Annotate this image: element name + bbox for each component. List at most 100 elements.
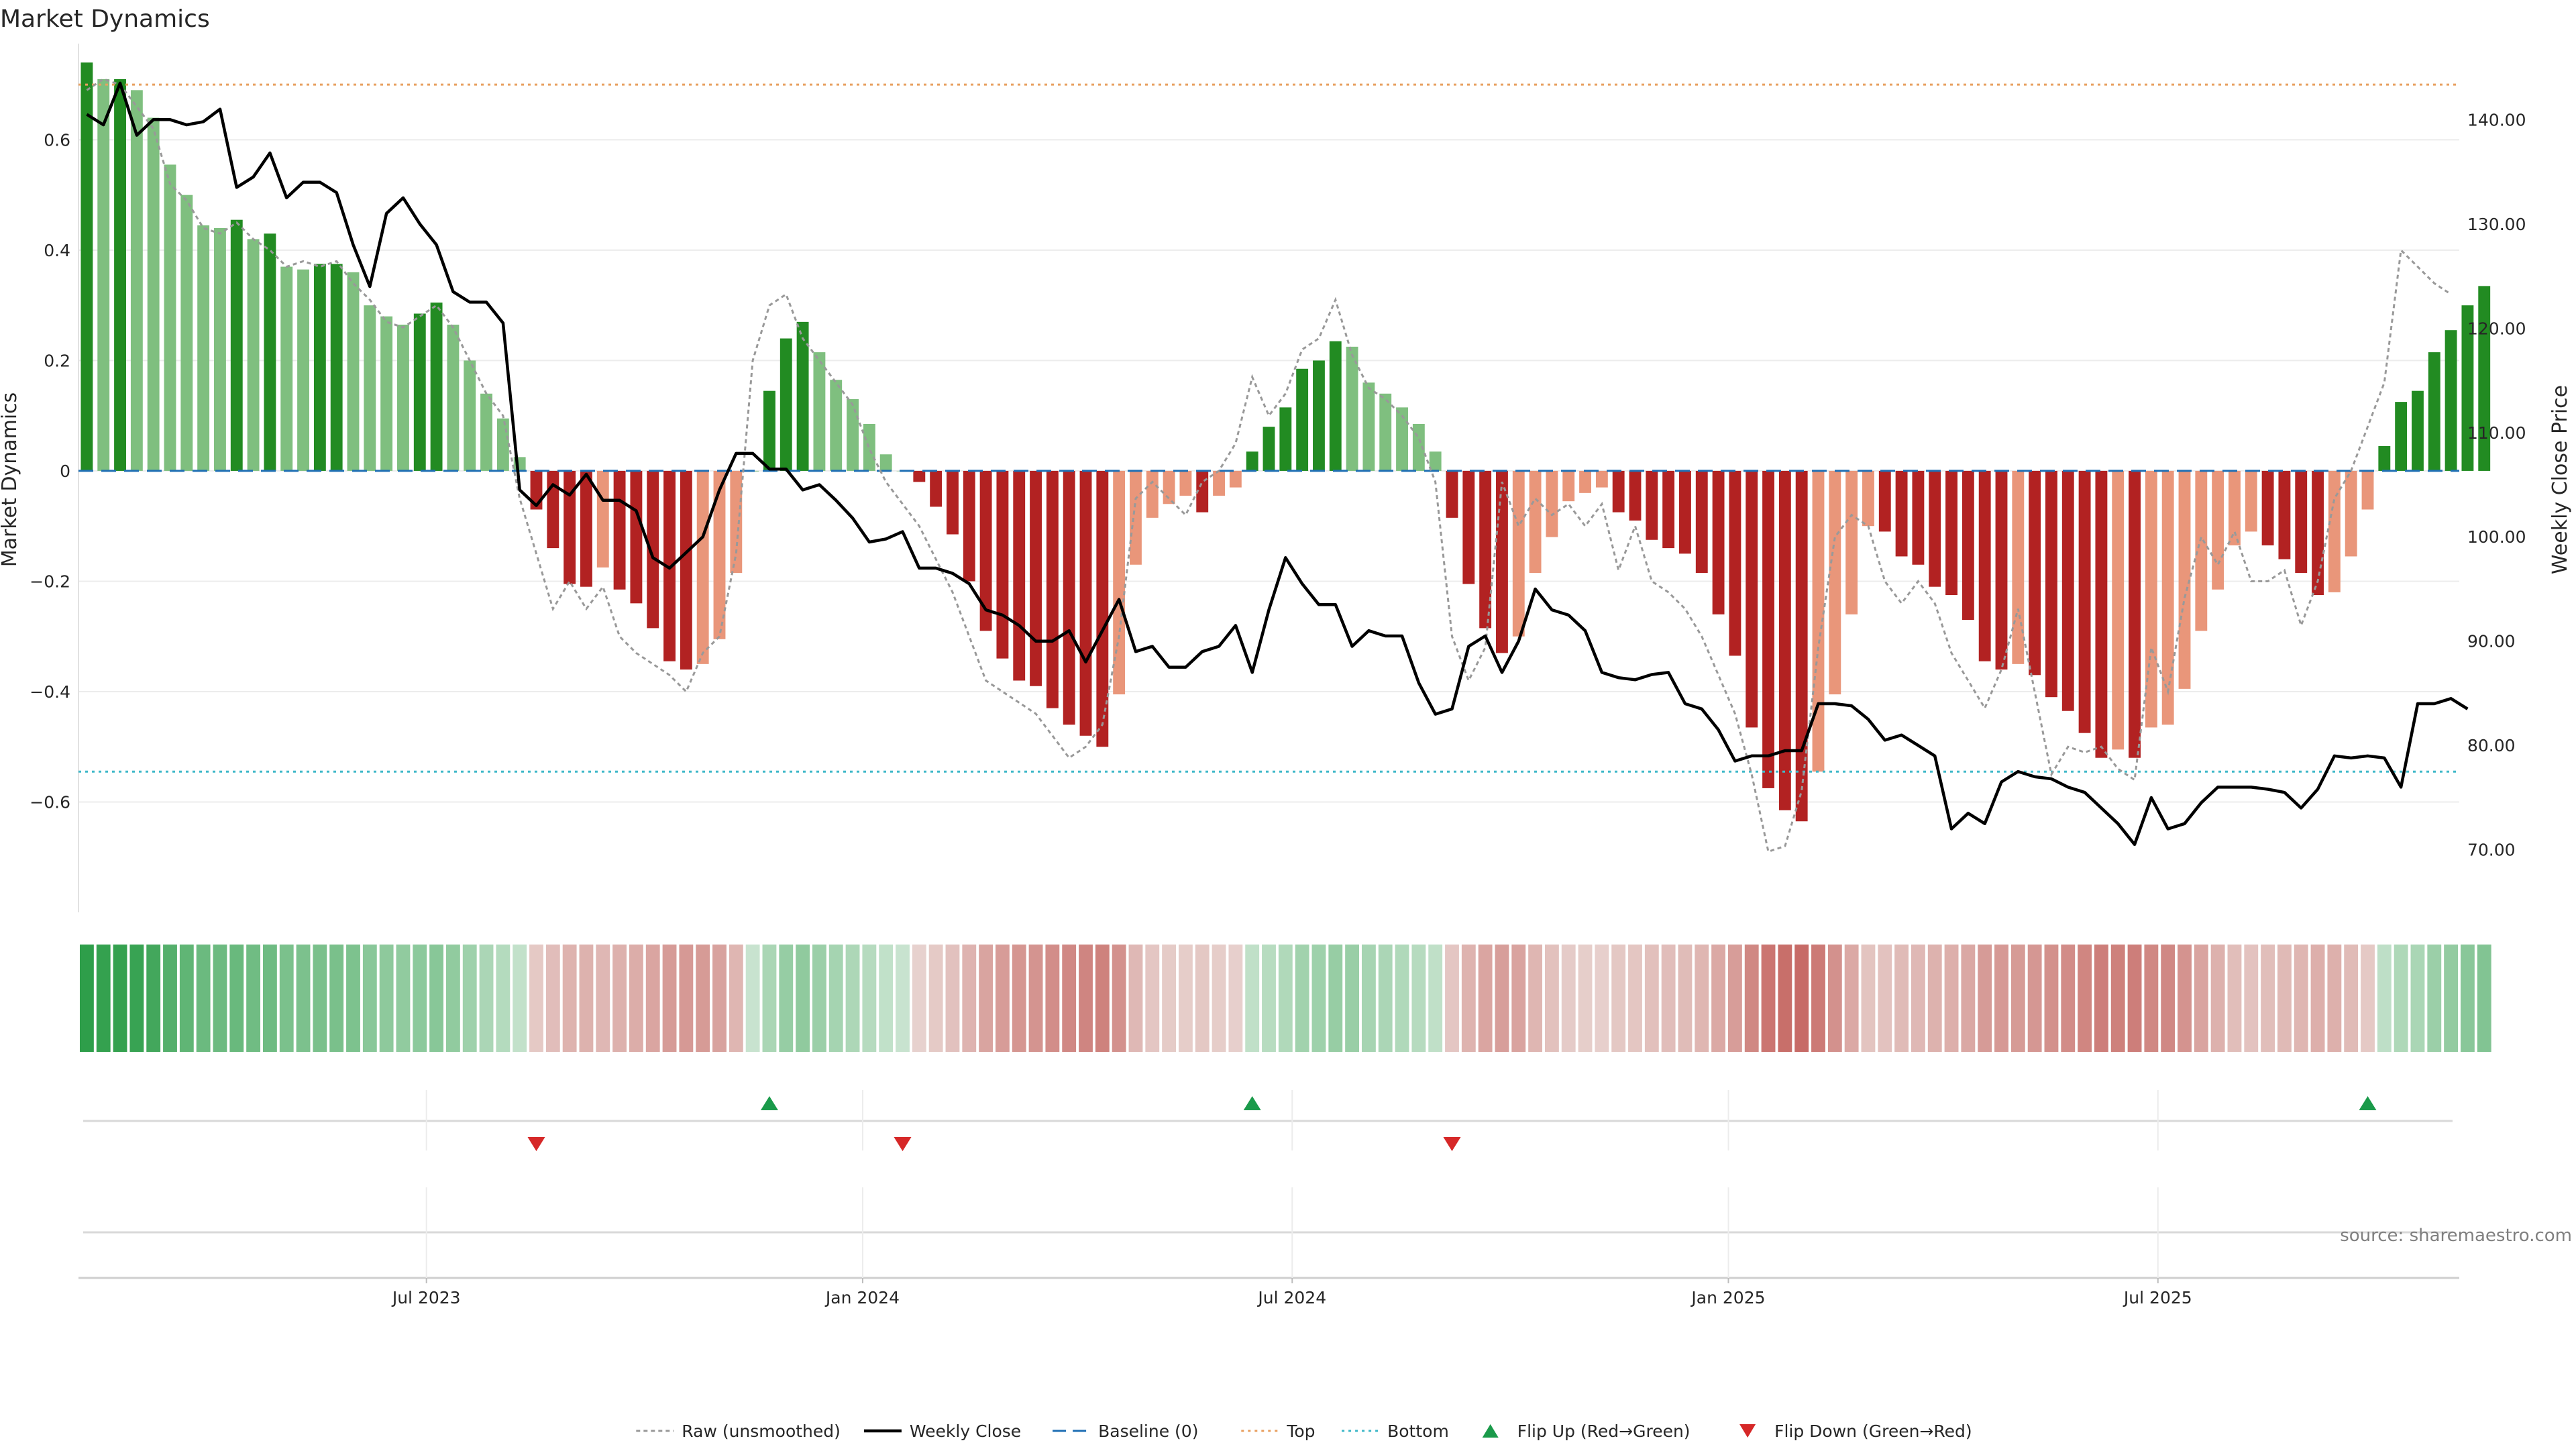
- dynamics-bar: [2378, 445, 2391, 471]
- legend-label: Top: [1286, 1421, 1315, 1441]
- dynamics-bar: [230, 219, 243, 471]
- heat-cell: [163, 945, 177, 1052]
- dynamics-bar: [1246, 451, 1258, 471]
- dynamics-bar: [2245, 470, 2257, 532]
- dynamics-bar: [264, 233, 276, 471]
- dynamics-bar: [130, 90, 143, 471]
- heat-cell: [2061, 945, 2076, 1052]
- heat-cell: [1478, 945, 1493, 1052]
- dynamics-bar: [1546, 470, 1558, 537]
- dynamics-bar: [2428, 352, 2440, 471]
- dynamics-bar: [1046, 470, 1059, 708]
- dynamics-bar: [596, 470, 609, 568]
- dynamics-bar: [913, 470, 926, 482]
- dynamics-bar: [297, 269, 309, 471]
- heat-cell: [1495, 945, 1509, 1052]
- dynamics-bar: [430, 303, 443, 471]
- y-tick-label: −0.4: [30, 682, 70, 702]
- dynamics-bar: [180, 195, 193, 471]
- heat-cell: [1611, 945, 1626, 1052]
- legend-item: Raw (unsmoothed): [636, 1421, 841, 1441]
- dynamics-bar: [1130, 470, 1142, 565]
- dynamics-bar: [2161, 470, 2174, 725]
- y2-tick-label: 110.00: [2467, 423, 2526, 443]
- heat-cell: [579, 945, 594, 1052]
- legend-label: Flip Up (Red→Green): [1517, 1421, 1690, 1441]
- dynamics-bar: [1929, 470, 1941, 587]
- heat-cell: [645, 945, 660, 1052]
- heat-cell: [545, 945, 560, 1052]
- dynamics-bar: [1962, 470, 1974, 621]
- chart-title: Market Dynamics: [0, 5, 210, 33]
- heat-cell: [329, 945, 344, 1052]
- heat-cell: [413, 945, 427, 1052]
- dynamics-bar: [730, 470, 743, 574]
- heat-cell: [445, 945, 460, 1052]
- dynamics-bar: [380, 316, 393, 471]
- heat-cell: [479, 945, 494, 1052]
- dynamics-bar: [1229, 470, 1242, 488]
- dynamics-bar: [1746, 470, 1758, 728]
- heat-cell: [1062, 945, 1077, 1052]
- y2-tick-label: 120.00: [2467, 319, 2526, 338]
- y2-axis-label: Weekly Close Price: [2548, 385, 2572, 574]
- heat-cell: [1661, 945, 1676, 1052]
- heat-cell: [2377, 945, 2392, 1052]
- dynamics-bar: [1562, 470, 1575, 502]
- heat-cell: [113, 945, 127, 1052]
- heat-cell: [1744, 945, 1759, 1052]
- heat-cell: [1561, 945, 1576, 1052]
- dynamics-bar: [1063, 470, 1075, 725]
- dynamics-bar: [1263, 427, 1275, 471]
- heat-cell: [1378, 945, 1393, 1052]
- heat-cell: [629, 945, 643, 1052]
- heat-cell: [262, 945, 277, 1052]
- dynamics-bar: [1379, 393, 1392, 471]
- heat-cell: [2460, 945, 2475, 1052]
- heat-cell: [2394, 945, 2408, 1052]
- y2-tick-label: 100.00: [2467, 527, 2526, 547]
- legend-label: Flip Down (Green→Red): [1774, 1421, 1972, 1441]
- heat-cell: [129, 945, 144, 1052]
- flip-down-marker: [1443, 1137, 1461, 1151]
- heat-cell: [362, 945, 377, 1052]
- dynamics-bar: [1729, 470, 1741, 656]
- dynamics-bar: [2078, 470, 2091, 733]
- dynamics-bar: [630, 470, 643, 604]
- heat-cell: [2144, 945, 2159, 1052]
- heat-cell: [379, 945, 394, 1052]
- heat-cell: [1361, 945, 1376, 1052]
- heat-cell: [1861, 945, 1876, 1052]
- heat-cell: [2444, 945, 2459, 1052]
- dynamics-bar: [1296, 368, 1309, 471]
- heat-cell: [1195, 945, 1210, 1052]
- heat-cell: [2227, 945, 2242, 1052]
- dynamics-bar: [713, 470, 726, 639]
- legend-swatch: [1739, 1424, 1756, 1438]
- heat-cell: [862, 945, 877, 1052]
- dynamics-bar: [813, 352, 826, 471]
- dynamics-bar: [1329, 341, 1342, 471]
- heat-cell: [1961, 945, 1976, 1052]
- y2-tick-label: 90.00: [2467, 632, 2516, 651]
- heat-cell: [612, 945, 627, 1052]
- heat-cell: [1395, 945, 1409, 1052]
- dynamics-bar: [1812, 470, 1825, 772]
- heat-cell: [396, 945, 411, 1052]
- heat-cell: [1228, 945, 1243, 1052]
- heat-cell: [912, 945, 926, 1052]
- heat-cell: [1695, 945, 1709, 1052]
- heat-cell: [1245, 945, 1260, 1052]
- heat-cell: [1511, 945, 1526, 1052]
- dynamics-bar: [313, 264, 326, 471]
- heat-cell: [1894, 945, 1909, 1052]
- dynamics-bar: [480, 393, 492, 471]
- dynamics-bar: [996, 470, 1009, 659]
- dynamics-bar: [1778, 470, 1791, 810]
- dynamics-bar: [2445, 330, 2457, 471]
- y-axis-ticks: 0.6 0.4 0.2 0 −0.2 −0.4 −0.6: [30, 130, 70, 812]
- legend-label: Baseline (0): [1098, 1421, 1198, 1441]
- heat-cell: [2310, 945, 2325, 1052]
- dynamics-bar: [1945, 470, 1957, 596]
- heat-cell: [1911, 945, 1925, 1052]
